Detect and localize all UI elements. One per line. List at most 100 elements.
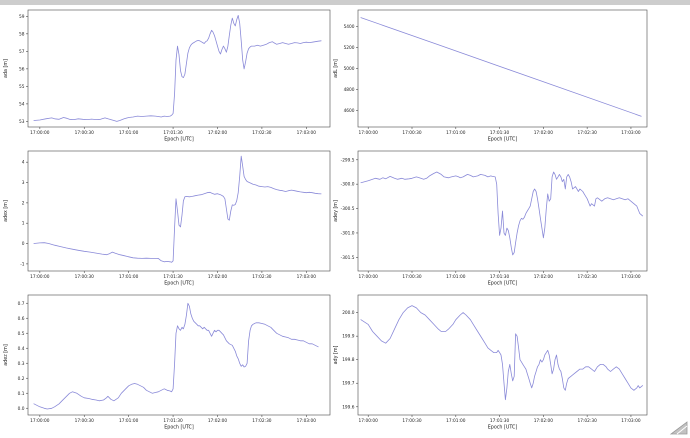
y-tick-label: 0.5: [18, 331, 25, 337]
x-tick-label: 17:00:30: [75, 274, 95, 280]
y-tick-label: 0.0: [18, 406, 25, 412]
x-tick-label: 17:02:00: [534, 418, 554, 424]
y-axis-label: adL [m]: [333, 59, 339, 78]
y-tick-label: -299.5: [341, 157, 355, 163]
x-tick-label: 17:01:30: [163, 130, 183, 136]
x-tick-label: 17:02:30: [578, 130, 598, 136]
axes-box: [27, 294, 331, 416]
x-tick-label: 17:00:30: [402, 274, 422, 280]
y-tick-label: 3: [22, 180, 25, 186]
y-axis-label: adey [m]: [333, 200, 339, 222]
x-tick-label: 17:00:00: [359, 130, 379, 136]
y-tick-label: 58: [19, 31, 25, 37]
series-line: [33, 302, 319, 410]
y-tick-label: -301.0: [341, 230, 355, 236]
x-tick-label: 17:00:00: [359, 274, 379, 280]
series-line: [360, 17, 642, 117]
series-line: [33, 155, 322, 263]
resize-handle-icon[interactable]: [668, 421, 688, 435]
x-tick-label: 17:00:00: [359, 418, 379, 424]
y-tick-label: 199.8: [342, 357, 355, 363]
x-tick-label: 17:01:00: [446, 130, 466, 136]
plot-top-left: 17:00:00 17:00:30 17:01:00 17:01:30 17:02:00…: [3, 9, 331, 143]
x-tick-label: 17:01:30: [490, 274, 510, 280]
x-tick-label: 17:03:00: [297, 418, 317, 424]
series-line: [33, 14, 322, 122]
y-tick-label: -301.5: [341, 255, 355, 261]
x-tick-label: 17:02:30: [578, 418, 598, 424]
y-tick-label: 54: [19, 101, 25, 107]
x-tick-label: 17:02:00: [534, 274, 554, 280]
y-tick-label: 0.2: [18, 376, 25, 382]
axes-box: [27, 9, 331, 128]
x-tick-label: 17:00:00: [30, 418, 50, 424]
x-tick-label: 17:02:00: [208, 130, 228, 136]
x-tick-label: 17:02:30: [252, 130, 272, 136]
plot-bottom-right: 17:00:00 17:00:30 17:01:00 17:01:30 17:02:00…: [333, 294, 648, 431]
y-tick-label: 5200: [344, 45, 355, 51]
x-tick-label: 17:01:00: [119, 130, 139, 136]
series-line: [360, 171, 643, 256]
x-tick-label: 17:00:30: [75, 418, 95, 424]
y-tick-label: 4: [22, 160, 25, 166]
x-axis-label: Epoch [UTC]: [164, 425, 194, 431]
x-tick-label: 17:00:00: [30, 274, 50, 280]
axes-box: [357, 9, 648, 128]
x-tick-label: 17:01:30: [490, 130, 510, 136]
y-axis-label: ady [m]: [333, 345, 339, 364]
plot-middle-right: 17:00:00 17:00:30 17:01:00 17:01:30 17:02:00…: [333, 150, 648, 287]
y-tick-label: 0: [22, 241, 25, 247]
x-tick-label: 17:01:30: [163, 418, 183, 424]
y-tick-label: 0.1: [18, 391, 25, 397]
x-tick-label: 17:01:00: [119, 274, 139, 280]
axes-box: [27, 150, 331, 272]
x-tick-label: 17:02:00: [208, 418, 228, 424]
window-edge-strip: [0, 0, 690, 5]
x-axis-label: Epoch [UTC]: [488, 425, 518, 431]
plot-bottom-left: 17:00:00 17:00:30 17:01:00 17:01:30 17:02:00…: [3, 294, 331, 431]
y-axis-label: ada [m]: [3, 59, 9, 78]
y-tick-label: 4800: [344, 87, 355, 93]
y-tick-label: -300.5: [341, 206, 355, 212]
y-tick-label: 59: [19, 14, 25, 20]
y-tick-label: 4600: [344, 108, 355, 114]
y-tick-label: 5000: [344, 66, 355, 72]
x-tick-label: 17:01:30: [490, 418, 510, 424]
y-axis-label: adez [m]: [3, 344, 9, 366]
x-tick-label: 17:02:00: [534, 130, 554, 136]
y-tick-label: -1: [20, 261, 25, 267]
x-axis-label: Epoch [UTC]: [164, 137, 194, 143]
x-tick-label: 17:03:00: [297, 130, 317, 136]
y-tick-label: 0.4: [18, 346, 25, 352]
x-tick-label: 17:03:00: [621, 130, 641, 136]
axes-box: [357, 150, 648, 272]
y-tick-label: 0.3: [18, 361, 25, 367]
x-axis-label: Epoch [UTC]: [488, 137, 518, 143]
x-tick-label: 17:01:00: [119, 418, 139, 424]
y-tick-label: 0.6: [18, 316, 25, 322]
axes-box: [357, 294, 648, 416]
y-tick-label: 2: [22, 200, 25, 206]
y-axis-label: adex [m]: [3, 200, 9, 222]
x-tick-label: 17:00:00: [30, 130, 50, 136]
x-tick-label: 17:01:30: [163, 274, 183, 280]
x-tick-label: 17:02:30: [252, 418, 272, 424]
y-tick-label: 55: [19, 84, 25, 90]
y-tick-label: -300.0: [341, 182, 355, 188]
y-tick-label: 56: [19, 66, 25, 72]
y-tick-label: 5400: [344, 24, 355, 30]
y-tick-label: 199.7: [342, 381, 355, 387]
y-tick-label: 0.7: [18, 301, 25, 307]
y-tick-label: 57: [19, 49, 25, 55]
x-tick-label: 17:03:00: [621, 418, 641, 424]
x-axis-label: Epoch [UTC]: [488, 281, 518, 287]
y-tick-label: 53: [19, 119, 25, 125]
x-tick-label: 17:01:00: [446, 274, 466, 280]
x-tick-label: 17:02:30: [252, 274, 272, 280]
plot-middle-left: 17:00:00 17:00:30 17:01:00 17:01:30 17:02:00…: [3, 150, 331, 287]
x-tick-label: 17:03:00: [297, 274, 317, 280]
plot-top-right: 17:00:00 17:00:30 17:01:00 17:01:30 17:02:00…: [333, 9, 648, 143]
x-tick-label: 17:03:00: [621, 274, 641, 280]
x-axis-label: Epoch [UTC]: [164, 281, 194, 287]
